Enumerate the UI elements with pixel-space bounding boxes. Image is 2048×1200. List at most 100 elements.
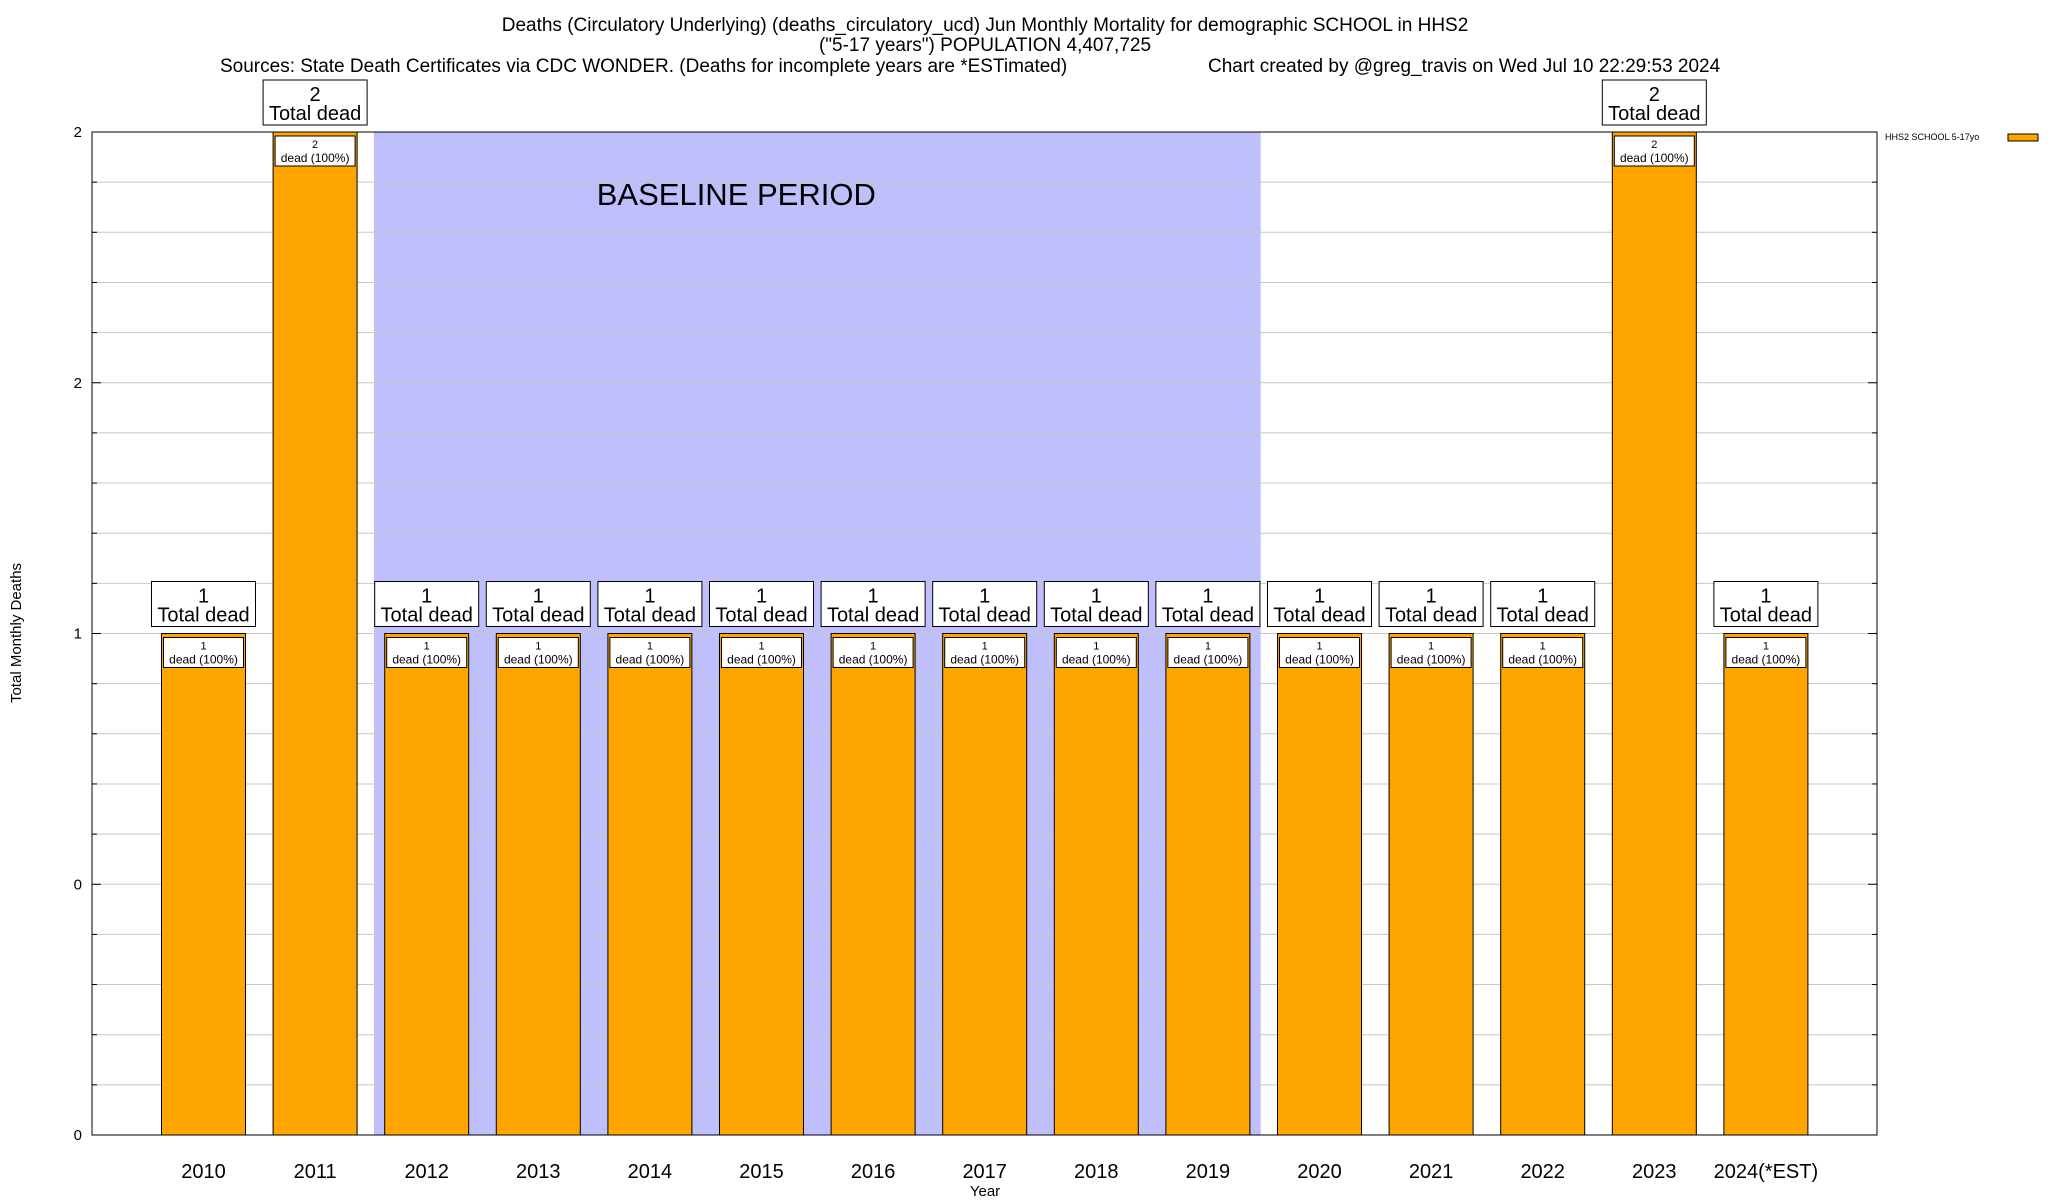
total-label-box bbox=[1490, 581, 1596, 627]
y-axis-label: Total Monthly Deaths bbox=[8, 563, 25, 703]
segment-label-text: dead (100%) bbox=[727, 653, 796, 667]
total-label-text: Total dead bbox=[381, 605, 473, 627]
chart-sources: Sources: State Death Certificates via CD… bbox=[220, 56, 1067, 77]
total-label-count: 1 bbox=[979, 586, 990, 608]
segment-label-text: dead (100%) bbox=[1397, 653, 1466, 667]
total-label-count: 1 bbox=[644, 586, 655, 608]
segment-label-count: 1 bbox=[1540, 641, 1546, 653]
chart-credit: Chart created by @greg_travis on Wed Jul… bbox=[1208, 56, 1721, 77]
segment-label-box bbox=[721, 637, 802, 668]
bar bbox=[942, 633, 1028, 1136]
total-label-text: Total dead bbox=[827, 605, 919, 627]
x-tick-label: 2021 bbox=[1409, 1161, 1454, 1183]
segment-label-box bbox=[1725, 637, 1807, 668]
total-label-count: 1 bbox=[868, 586, 879, 608]
segment-label-box bbox=[497, 637, 579, 668]
total-label-count: 1 bbox=[198, 586, 209, 608]
total-label-box bbox=[1713, 581, 1819, 627]
segment-label-box bbox=[1613, 135, 1695, 167]
x-tick-label: 2015 bbox=[739, 1161, 784, 1183]
segment-label-box bbox=[1055, 637, 1137, 668]
x-tick-label: 2016 bbox=[851, 1161, 896, 1183]
total-label-count: 1 bbox=[1426, 586, 1437, 608]
total-label-count: 1 bbox=[1314, 586, 1325, 608]
y-tick-label: 0 bbox=[74, 1127, 82, 1144]
total-label-text: Total dead bbox=[604, 605, 696, 627]
total-label-text: Total dead bbox=[939, 605, 1031, 627]
x-axis-label: Year bbox=[970, 1183, 1000, 1200]
x-tick-label: 2017 bbox=[962, 1161, 1007, 1183]
total-label-text: Total dead bbox=[492, 605, 584, 627]
bar bbox=[1723, 633, 1809, 1136]
segment-label-text: dead (100%) bbox=[169, 653, 238, 667]
total-label-box bbox=[709, 581, 814, 627]
bar bbox=[1611, 131, 1697, 1136]
segment-label-count: 2 bbox=[312, 139, 318, 151]
total-label-count: 2 bbox=[1649, 84, 1660, 106]
total-label-box bbox=[485, 581, 591, 627]
segment-label-text: dead (100%) bbox=[1174, 653, 1243, 667]
segment-label-count: 1 bbox=[870, 641, 876, 653]
segment-label-count: 1 bbox=[535, 641, 541, 653]
total-label-box bbox=[932, 581, 1038, 627]
segment-label-box bbox=[386, 637, 468, 668]
segment-label-count: 1 bbox=[1093, 641, 1099, 653]
segment-label-text: dead (100%) bbox=[839, 653, 908, 667]
total-label-count: 1 bbox=[1537, 586, 1548, 608]
x-tick-label: 2019 bbox=[1186, 1161, 1231, 1183]
total-label-box bbox=[1267, 581, 1372, 627]
y-tick-label: 2 bbox=[74, 124, 82, 141]
segment-label-count: 1 bbox=[1205, 641, 1211, 653]
bar bbox=[830, 633, 916, 1136]
segment-label-count: 1 bbox=[200, 641, 206, 653]
total-label-text: Total dead bbox=[1050, 605, 1142, 627]
segment-label-count: 1 bbox=[424, 641, 430, 653]
x-tick-label: 2020 bbox=[1297, 1161, 1342, 1183]
segment-label-text: dead (100%) bbox=[281, 151, 350, 165]
bar bbox=[1165, 633, 1251, 1136]
total-label-text: Total dead bbox=[1385, 605, 1477, 627]
segment-label-box bbox=[944, 637, 1026, 668]
x-tick-label: 2018 bbox=[1074, 1161, 1119, 1183]
bar bbox=[161, 633, 246, 1136]
bar bbox=[495, 633, 581, 1136]
total-label-text: Total dead bbox=[1608, 103, 1700, 125]
chart-title-line2: ("5-17 years") POPULATION 4,407,725 bbox=[819, 35, 1151, 56]
segment-label-count: 1 bbox=[982, 641, 988, 653]
segment-label-text: dead (100%) bbox=[1620, 151, 1689, 165]
total-label-count: 1 bbox=[1202, 586, 1213, 608]
total-label-box bbox=[1601, 79, 1707, 126]
x-tick-label: 2010 bbox=[181, 1161, 226, 1183]
segment-label-text: dead (100%) bbox=[1285, 653, 1354, 667]
bar bbox=[1277, 633, 1362, 1136]
total-label-text: Total dead bbox=[157, 605, 249, 627]
segment-label-box bbox=[163, 637, 244, 668]
total-label-box bbox=[1378, 581, 1484, 627]
bar bbox=[272, 131, 358, 1136]
legend-label: HHS2 SCHOOL 5-17yo bbox=[1885, 132, 1979, 142]
segment-label-text: dead (100%) bbox=[1732, 653, 1801, 667]
total-label-box bbox=[1043, 581, 1149, 627]
baseline-period-label: BASELINE PERIOD bbox=[597, 177, 876, 212]
x-tick-label: 2023 bbox=[1632, 1161, 1677, 1183]
segment-label-count: 1 bbox=[758, 641, 764, 653]
total-label-text: Total dead bbox=[1497, 605, 1589, 627]
bar bbox=[1500, 633, 1586, 1136]
segment-label-count: 1 bbox=[1316, 641, 1322, 653]
y-tick-label: 0 bbox=[74, 876, 82, 893]
segment-label-box bbox=[609, 637, 691, 668]
segment-label-count: 2 bbox=[1651, 139, 1657, 151]
segment-label-text: dead (100%) bbox=[616, 653, 685, 667]
bar bbox=[607, 633, 693, 1136]
total-label-box bbox=[1155, 581, 1261, 627]
total-label-count: 1 bbox=[756, 586, 767, 608]
segment-label-text: dead (100%) bbox=[1508, 653, 1577, 667]
total-label-count: 1 bbox=[1760, 586, 1771, 608]
legend-swatch bbox=[2007, 133, 2039, 142]
segment-label-count: 1 bbox=[647, 641, 653, 653]
total-label-text: Total dead bbox=[269, 103, 361, 125]
x-tick-label: 2014 bbox=[628, 1161, 673, 1183]
segment-label-box bbox=[1167, 637, 1249, 668]
total-label-box bbox=[597, 581, 703, 627]
segment-label-count: 1 bbox=[1763, 641, 1769, 653]
